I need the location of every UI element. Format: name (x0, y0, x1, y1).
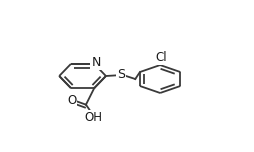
Text: Cl: Cl (155, 52, 167, 64)
Text: N: N (91, 56, 101, 69)
Text: O: O (68, 94, 77, 107)
Text: OH: OH (85, 111, 103, 124)
Text: S: S (117, 67, 125, 81)
